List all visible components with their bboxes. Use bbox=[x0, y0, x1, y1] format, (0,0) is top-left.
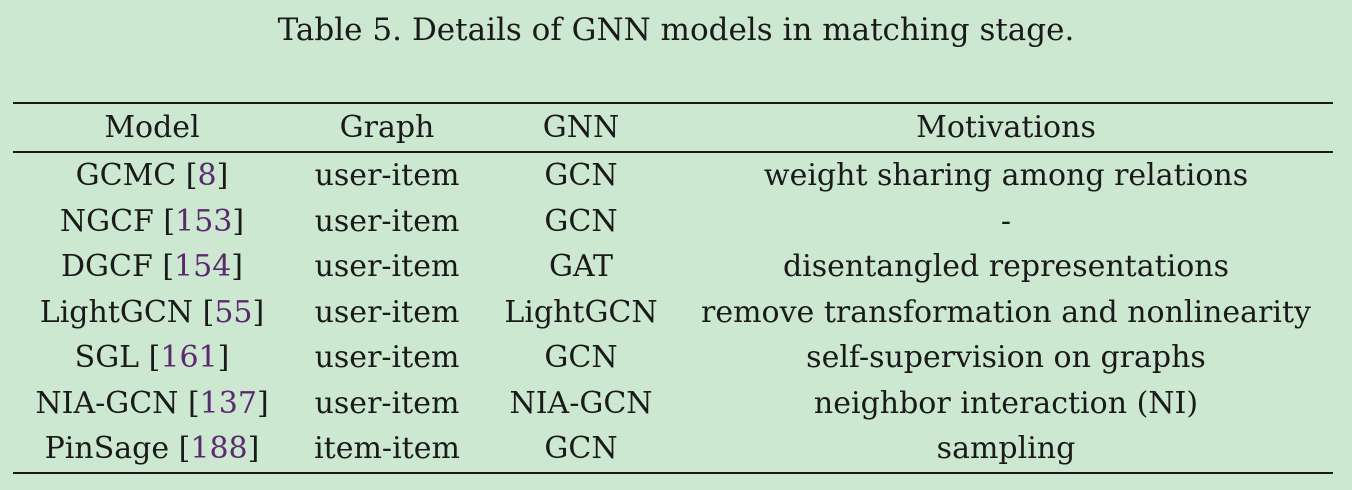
models-table-container: Model Graph GNN Motivations GCMC [8] user… bbox=[13, 102, 1333, 474]
gnn-cell: GAT bbox=[549, 249, 613, 285]
table-header-row: Model Graph GNN Motivations bbox=[13, 102, 1333, 153]
citation-link[interactable]: 8 bbox=[197, 158, 217, 194]
table-row: SGL [161] user-item GCN self-supervision on… bbox=[13, 335, 1333, 381]
graph-cell: user-item bbox=[314, 203, 460, 239]
motivation-cell: weight sharing among relations bbox=[763, 158, 1249, 194]
citation-link[interactable]: 137 bbox=[199, 385, 257, 421]
citation-link[interactable]: 154 bbox=[174, 249, 232, 285]
header-gnn: GNN bbox=[483, 102, 679, 153]
table-row: NIA-GCN [137] user-item NIA-GCN neighbor in… bbox=[13, 381, 1333, 427]
citation-link[interactable]: 188 bbox=[190, 431, 248, 467]
graph-cell: user-item bbox=[314, 158, 460, 194]
model-cell: LightGCN [55] bbox=[39, 294, 265, 330]
model-cell: DGCF [154] bbox=[60, 249, 244, 285]
graph-cell: user-item bbox=[314, 385, 460, 421]
motivation-cell: self-supervision on graphs bbox=[806, 340, 1206, 376]
table-body: GCMC [8] user-item GCN weight sharing among… bbox=[13, 152, 1333, 474]
motivation-cell: neighbor interaction (NI) bbox=[813, 385, 1199, 421]
table-row: GCMC [8] user-item GCN weight sharing among… bbox=[13, 152, 1333, 199]
motivation-cell: disentangled representations bbox=[782, 249, 1230, 285]
gnn-cell: GCN bbox=[544, 340, 618, 376]
citation-link[interactable]: 153 bbox=[175, 203, 233, 239]
model-cell: PinSage [188] bbox=[13, 426, 291, 474]
model-name: SGL bbox=[74, 340, 140, 376]
model-name: NGCF bbox=[59, 203, 154, 239]
model-name: NIA-GCN bbox=[35, 385, 179, 421]
model-name: PinSage bbox=[44, 431, 170, 467]
motivation-cell: sampling bbox=[679, 426, 1333, 474]
table-row: PinSage [188] item-item GCN sampling bbox=[13, 426, 1333, 474]
gnn-cell: LightGCN bbox=[504, 294, 658, 330]
graph-cell: user-item bbox=[314, 340, 460, 376]
citation-link[interactable]: 55 bbox=[214, 294, 253, 330]
model-name: DGCF bbox=[60, 249, 153, 285]
graph-cell: user-item bbox=[314, 249, 460, 285]
header-model: Model bbox=[13, 102, 291, 153]
graph-cell: item-item bbox=[291, 426, 483, 474]
model-cell: SGL [161] bbox=[74, 340, 230, 376]
graph-cell: user-item bbox=[314, 294, 460, 330]
citation-link[interactable]: 161 bbox=[160, 340, 218, 376]
motivation-cell: remove transformation and nonlinearity bbox=[701, 294, 1311, 330]
model-cell: NGCF [153] bbox=[59, 203, 245, 239]
table-row: DGCF [154] user-item GAT disentangled repre… bbox=[13, 244, 1333, 290]
model-name: LightGCN bbox=[39, 294, 194, 330]
table-caption: Table 5. Details of GNN models in matchin… bbox=[0, 8, 1352, 52]
gnn-cell: GCN bbox=[544, 203, 618, 239]
caption-label: Table 5. bbox=[277, 12, 402, 48]
gnn-cell: NIA-GCN bbox=[509, 385, 653, 421]
model-name: GCMC bbox=[75, 158, 177, 194]
models-table: Model Graph GNN Motivations GCMC [8] user… bbox=[13, 102, 1333, 474]
table-row: LightGCN [55] user-item LightGCN remove tra… bbox=[13, 290, 1333, 336]
header-graph: Graph bbox=[291, 102, 483, 153]
caption-text: Details of GNN models in matching stage. bbox=[411, 12, 1075, 48]
table-row: NGCF [153] user-item GCN - bbox=[13, 199, 1333, 245]
gnn-cell: GCN bbox=[544, 158, 618, 194]
header-motivations: Motivations bbox=[679, 102, 1333, 153]
model-cell: NIA-GCN [137] bbox=[35, 385, 269, 421]
model-cell: GCMC [8] bbox=[75, 158, 229, 194]
gnn-cell: GCN bbox=[483, 426, 679, 474]
motivation-cell: - bbox=[1000, 203, 1012, 239]
